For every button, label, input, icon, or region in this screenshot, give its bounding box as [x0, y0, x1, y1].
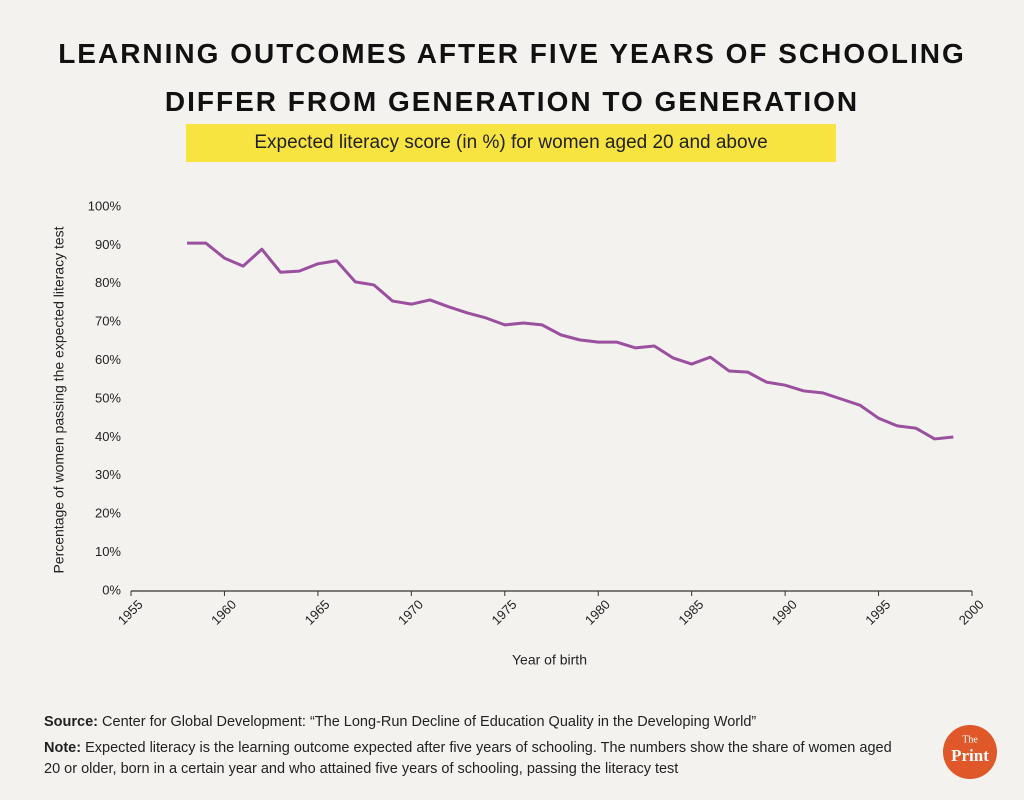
source-label: Source:	[44, 714, 98, 730]
y-tick-label: 10%	[95, 544, 121, 559]
y-tick-label: 40%	[95, 429, 121, 444]
note: Note: Expected literacy is the learning …	[44, 738, 894, 780]
logo-top: The	[962, 734, 978, 745]
x-tick-label: 1965	[302, 597, 333, 628]
data-line	[187, 241, 954, 441]
y-tick-label: 100%	[88, 198, 122, 213]
x-axis-label: Year of birth	[512, 652, 587, 668]
y-axis-label: Percentage of women passing the expected…	[51, 226, 67, 573]
y-tick-label: 90%	[95, 237, 121, 252]
x-tick-label: 2000	[956, 597, 987, 628]
x-tick-label: 1970	[395, 597, 426, 628]
x-tick-label: 1985	[675, 597, 706, 628]
x-tick-label: 1995	[862, 597, 893, 628]
source: Source: Center for Global Development: “…	[44, 712, 894, 733]
note-label: Note:	[44, 740, 82, 756]
chart-title: LEARNING OUTCOMES AFTER FIVE YEARS OF SC…	[58, 38, 966, 117]
source-text: Center for Global Development: “The Long…	[102, 714, 757, 730]
y-tick-label: 20%	[95, 506, 121, 521]
y-tick-label: 80%	[95, 275, 121, 290]
note-text: Expected literacy is the learning outcom…	[44, 740, 892, 777]
y-tick-label: 50%	[95, 390, 121, 405]
y-tick-label: 0%	[102, 582, 121, 597]
x-tick-label: 1980	[582, 597, 613, 628]
y-tick-label: 60%	[95, 352, 121, 367]
y-tick-label: 30%	[95, 467, 121, 482]
y-tick-label: 70%	[95, 314, 121, 329]
logo-badge	[943, 725, 997, 779]
chart-subtitle: Expected literacy score (in %) for women…	[186, 124, 836, 162]
x-tick-label: 1975	[488, 597, 519, 628]
x-tick-label: 1955	[115, 597, 146, 628]
x-tick-label: 1960	[208, 597, 239, 628]
x-tick-label: 1990	[769, 597, 800, 628]
logo-main: Print	[951, 746, 989, 765]
